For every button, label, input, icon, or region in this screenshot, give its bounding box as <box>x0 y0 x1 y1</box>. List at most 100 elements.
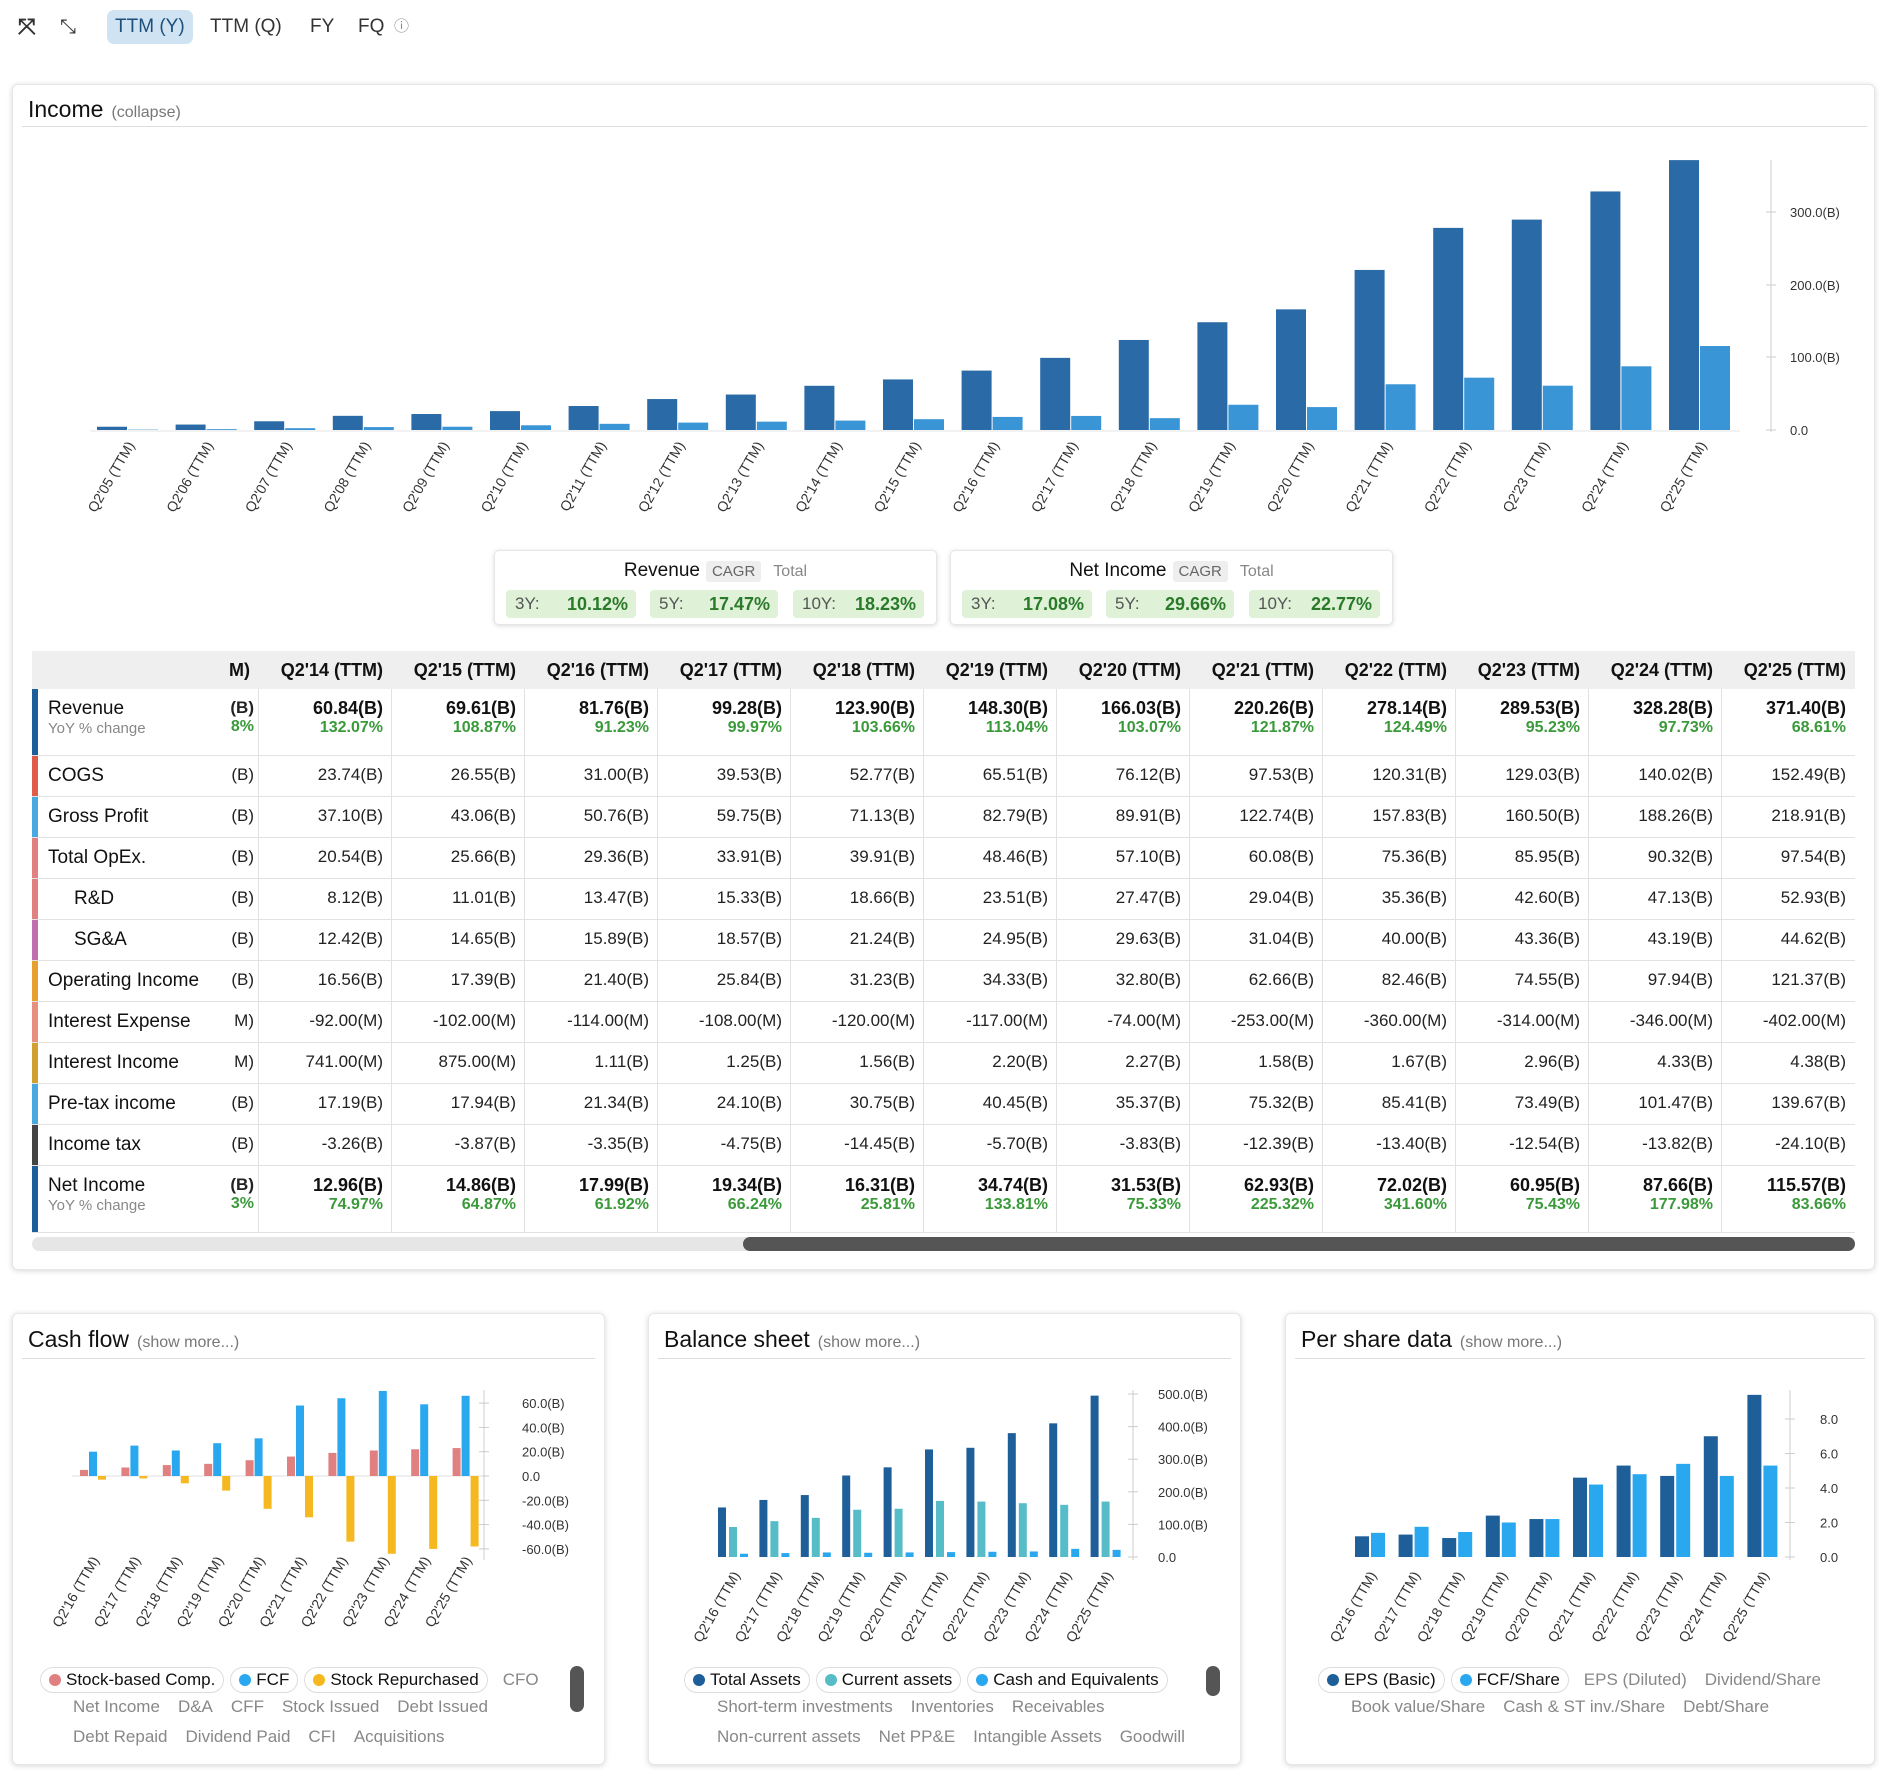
fcf-share-bar[interactable] <box>1545 1519 1560 1557</box>
total-assets-bar[interactable] <box>842 1475 851 1558</box>
net-income-bar[interactable] <box>599 423 630 430</box>
total-assets-bar[interactable] <box>1090 1395 1099 1557</box>
legend-option[interactable]: Book value/Share <box>1351 1697 1486 1716</box>
legend-option[interactable]: Debt/Share <box>1683 1697 1770 1716</box>
legend-chip[interactable]: Stock-based Comp. <box>40 1667 225 1693</box>
net-income-bar[interactable] <box>363 427 394 430</box>
fcf-share-bar[interactable] <box>1632 1474 1647 1557</box>
eps-basic--bar[interactable] <box>1355 1536 1369 1557</box>
legend-chip[interactable]: FCF/Share <box>1450 1667 1569 1693</box>
row-label[interactable]: Interest Income <box>32 1043 226 1083</box>
current-assets-bar[interactable] <box>729 1527 737 1557</box>
column-header[interactable]: Q2'22 (TTM) <box>1344 660 1447 680</box>
revenue-bar[interactable] <box>1354 269 1385 430</box>
fcf-share-bar[interactable] <box>1676 1463 1691 1557</box>
total-assets-bar[interactable] <box>759 1499 768 1557</box>
eps-basic--bar[interactable] <box>1529 1519 1544 1557</box>
fcf-bar[interactable] <box>89 1451 97 1476</box>
column-header[interactable]: Q2'24 (TTM) <box>1610 660 1713 680</box>
fcf-share-bar[interactable] <box>1589 1484 1603 1557</box>
current-assets-bar[interactable] <box>936 1500 944 1557</box>
stock-based-comp--bar[interactable] <box>162 1465 171 1476</box>
row-label[interactable]: Income tax <box>32 1125 226 1165</box>
legend-option[interactable]: Receivables <box>1011 1697 1105 1716</box>
row-label[interactable]: Pre-tax income <box>32 1084 226 1124</box>
balance-show-more-link[interactable]: (show more...) <box>817 1334 921 1351</box>
fcf-share-bar[interactable] <box>1501 1522 1516 1558</box>
current-assets-bar[interactable] <box>894 1508 903 1557</box>
stock-based-comp--bar[interactable] <box>245 1460 254 1476</box>
revenue-bar[interactable] <box>568 406 599 430</box>
cagr-pill[interactable]: CAGR <box>705 561 762 582</box>
legend-chip[interactable]: EPS (Basic) <box>1318 1667 1445 1693</box>
row-label[interactable]: R&D <box>32 879 226 919</box>
stock-based-comp--bar[interactable] <box>452 1448 461 1476</box>
total-assets-bar[interactable] <box>1007 1433 1016 1557</box>
column-header[interactable]: Q2'15 (TTM) <box>413 660 516 680</box>
net-income-bar[interactable] <box>1464 377 1495 430</box>
legend-option[interactable]: Short-term investments <box>717 1697 893 1716</box>
revenue-bar[interactable] <box>1118 339 1149 430</box>
current-assets-bar[interactable] <box>1018 1503 1027 1557</box>
revenue-bar[interactable] <box>1511 219 1542 430</box>
fcf-bar[interactable] <box>254 1438 263 1476</box>
eps-basic--bar[interactable] <box>1616 1465 1631 1557</box>
fcf-bar[interactable] <box>420 1404 429 1476</box>
stock-repurchased-bar[interactable] <box>139 1476 148 1479</box>
revenue-bar[interactable] <box>254 421 285 430</box>
legend-chip[interactable]: Stock Repurchased <box>304 1667 488 1693</box>
net-income-bar[interactable] <box>285 428 316 430</box>
pershare-show-more-link[interactable]: (show more...) <box>1459 1334 1563 1351</box>
row-label[interactable]: Gross Profit <box>32 797 226 837</box>
cagr-pill[interactable]: CAGR <box>1172 561 1228 582</box>
legend-option[interactable]: Net PP&E <box>878 1727 956 1746</box>
row-label[interactable]: Operating Income <box>32 961 226 1001</box>
legend-option[interactable]: Debt Repaid <box>73 1727 168 1746</box>
eps-basic--bar[interactable] <box>1660 1475 1675 1557</box>
eps-basic--bar[interactable] <box>1442 1538 1457 1557</box>
cash-and-equivalents-bar[interactable] <box>822 1552 831 1557</box>
net-income-bar[interactable] <box>442 426 473 430</box>
net-income-bar[interactable] <box>1542 385 1573 430</box>
net-income-bar[interactable] <box>521 425 551 430</box>
legend-option[interactable]: Goodwill <box>1119 1727 1185 1746</box>
net-income-bar[interactable] <box>206 429 237 430</box>
legend-option[interactable]: Acquisitions <box>353 1727 445 1746</box>
tab-fq[interactable]: FQ <box>358 16 385 37</box>
fcf-share-bar[interactable] <box>1414 1526 1429 1557</box>
stock-based-comp--bar[interactable] <box>204 1463 213 1476</box>
fcf-share-bar[interactable] <box>1458 1531 1473 1557</box>
column-header[interactable]: Q2'20 (TTM) <box>1078 660 1181 680</box>
eps-basic--bar[interactable] <box>1747 1394 1762 1557</box>
eps-basic--bar[interactable] <box>1703 1436 1718 1557</box>
legend-option[interactable]: D&A <box>177 1697 213 1716</box>
compress-arrows-icon[interactable]: ⤡ <box>60 16 76 38</box>
net-income-bar[interactable] <box>756 421 787 430</box>
fcf-bar[interactable] <box>378 1390 387 1476</box>
row-label[interactable]: Interest Expense <box>32 1002 226 1042</box>
stock-repurchased-bar[interactable] <box>387 1476 396 1554</box>
stock-repurchased-bar[interactable] <box>98 1476 106 1480</box>
legend-option[interactable]: Inventories <box>910 1697 994 1716</box>
balance-legend-scrollbar[interactable] <box>1206 1666 1220 1696</box>
stock-repurchased-bar[interactable] <box>429 1476 438 1549</box>
total-toggle[interactable]: Total <box>1239 563 1274 580</box>
row-label[interactable]: Total OpEx. <box>32 838 226 878</box>
cash-and-equivalents-bar[interactable] <box>988 1551 997 1557</box>
stock-based-comp--bar[interactable] <box>287 1456 295 1476</box>
current-assets-bar[interactable] <box>811 1517 820 1557</box>
row-label[interactable]: SG&A <box>32 920 226 960</box>
cash-and-equivalents-bar[interactable] <box>740 1553 748 1557</box>
legend-option[interactable]: Net Income <box>73 1697 160 1716</box>
cash-and-equivalents-bar[interactable] <box>1071 1548 1080 1557</box>
question-circle-icon[interactable]: ⓘ <box>394 18 410 35</box>
stock-repurchased-bar[interactable] <box>470 1476 479 1547</box>
cash-and-equivalents-bar[interactable] <box>947 1552 955 1557</box>
net-income-bar[interactable] <box>992 416 1023 430</box>
net-income-bar[interactable] <box>1071 415 1102 430</box>
column-header[interactable]: Q2'19 (TTM) <box>945 660 1048 680</box>
fcf-bar[interactable] <box>213 1443 222 1476</box>
total-assets-bar[interactable] <box>718 1507 726 1557</box>
revenue-bar[interactable] <box>883 379 913 430</box>
cashflow-legend-scrollbar[interactable] <box>570 1666 584 1712</box>
